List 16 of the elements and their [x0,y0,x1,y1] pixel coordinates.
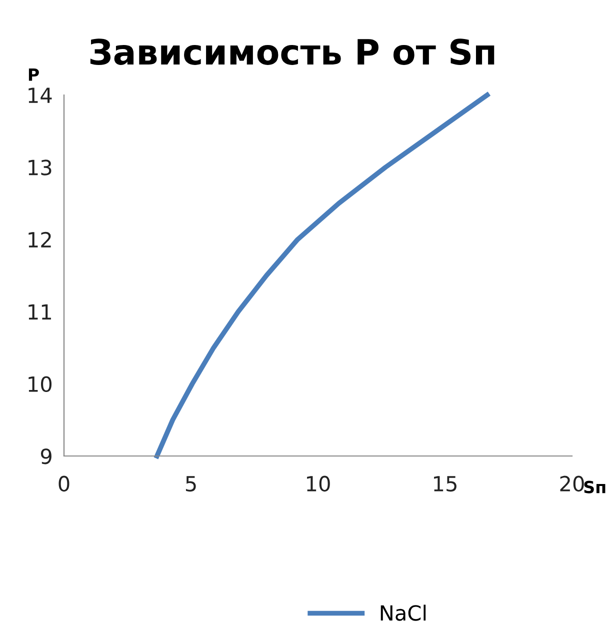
x-tick-label: 15 [434,476,456,492]
y-tick-label: 11 [28,304,51,320]
x-tick-label: 5 [186,476,196,492]
line-series [154,92,490,458]
y-axis-title: P [28,68,39,81]
x-tick-label: 0 [58,476,70,492]
y-tick-label: 10 [28,376,52,392]
x-tick-label: 20 [560,476,584,492]
y-tick-label: 9 [40,448,52,464]
x-tick-label: 10 [307,476,330,492]
y-tick-label: 14 [28,88,52,103]
y-tick-label: 13 [28,160,52,176]
legend-label: NaCl [380,604,426,621]
chart-title: Зависимость P от Sп [90,38,494,65]
y-tick-label: 12 [28,232,51,248]
x-axis-title: Sп [584,480,606,494]
